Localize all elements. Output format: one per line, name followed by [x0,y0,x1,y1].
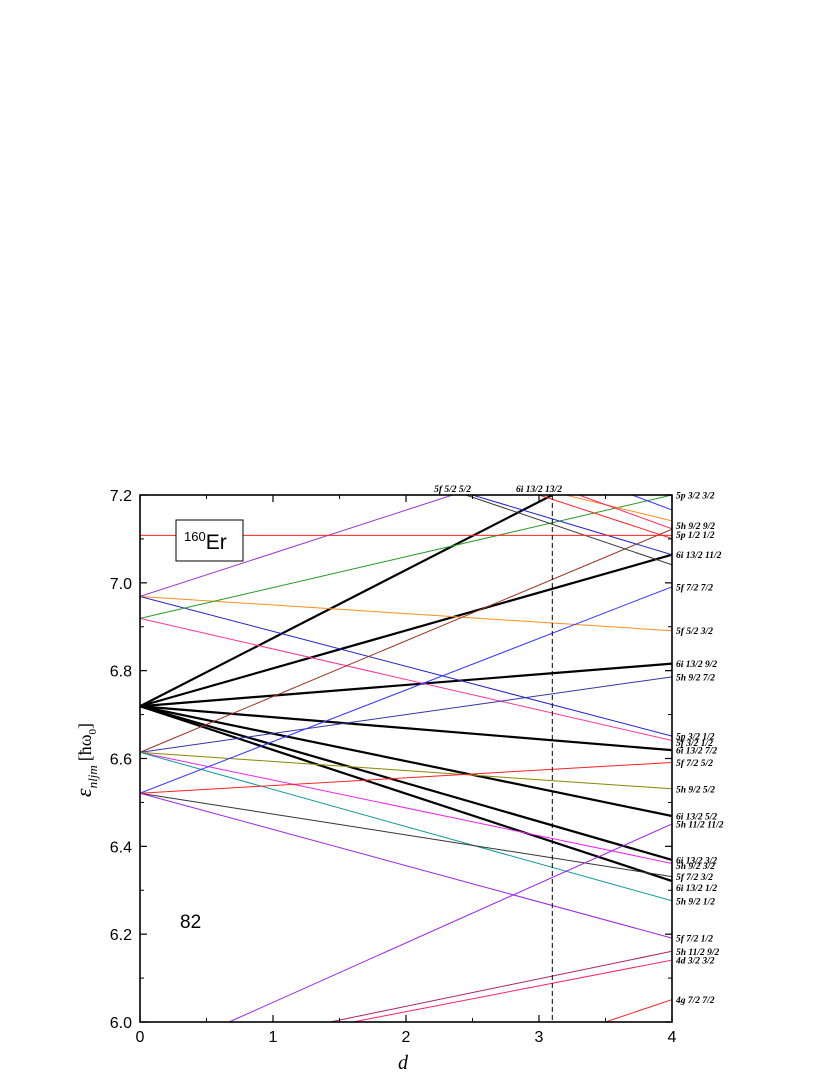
nucleus-legend-box: 160Er [175,519,244,562]
nucleus-mass-number: 160 [184,529,206,544]
level-label-right: 5f 5/2 3/2 [676,627,713,637]
level-line-13 [140,676,672,753]
level-line-15 [140,751,672,864]
nucleus-symbol: Er [206,531,227,554]
y-tick-label: 7.2 [110,488,132,505]
level-line-4 [140,705,672,818]
level-label-right: 5f 7/2 3/2 [676,873,713,883]
x-tick-label: 0 [136,1029,145,1046]
level-line-30 [631,495,672,511]
level-line-21 [228,823,672,1022]
level-line-28 [538,495,672,539]
level-label-top: 5f 5/2 5/2 [434,485,471,495]
level-line-18 [140,761,672,794]
level-line-7 [140,495,453,597]
y-tick-label: 6.4 [110,839,132,856]
right-level-labels: 5p 3/2 3/2 5h 9/2 9/25p 1/2 1/2 6i 13/2 11… [675,492,724,1007]
level-line-5 [140,705,672,862]
y-axis-unit-subscript: 0 [87,728,99,734]
magic-number-label: 82 [180,912,201,933]
x-tick-label: 1 [269,1029,278,1046]
y-tick-label: 6.8 [110,664,132,681]
top-level-labels: 5f 5/2 5/2 6i 13/2 13/2 [434,485,562,495]
level-line-12 [140,528,672,753]
y-tick-label: 6.6 [110,752,132,769]
level-label-right: 6i 13/2 11/2 [676,551,722,561]
level-line-6 [140,705,672,883]
level-line-11 [140,617,672,741]
x-tick-label: 2 [402,1029,411,1046]
level-line-27 [565,495,672,522]
level-line-22 [330,950,672,1022]
level-line-0 [140,495,553,708]
level-line-24 [605,999,672,1022]
level-label-right: 6i 13/2 9/2 [676,660,717,670]
y-axis-unit: [ħω [75,734,95,761]
level-line-3 [140,705,672,752]
level-label-right: 5f 7/2 5/2 [676,759,713,769]
x-axis-title: d [398,1052,409,1074]
level-line-1 [140,553,672,708]
level-label-right: 5f 7/2 7/2 [676,583,713,593]
level-label-right: 5p 3/2 1/2 [676,733,715,743]
level-line-25 [465,495,672,566]
level-label-right: 5h 11/2 9/2 [676,948,720,958]
level-label-right: 6i 13/2 1/2 [676,884,717,894]
level-label-right: 5h 9/2 7/2 [676,673,715,683]
y-axis-title: εnljm [ħω0] [71,723,100,797]
level-label-right: 6i 13/2 3/2 [676,856,717,866]
svg-text:160Er: 160Er [184,529,227,554]
energy-level-lines [140,495,672,1022]
level-label-right: 5f 3/2 1/2 [676,739,713,749]
level-label-right: 4d 3/2 3/2 [675,957,715,967]
level-line-29 [578,495,672,530]
level-line-17 [140,586,672,794]
level-line-8 [140,595,672,632]
level-label-right: 5h 11/2 11/2 [676,820,724,830]
level-label-right: 5h 9/2 1/2 [676,897,715,907]
y-tick-label: 6.2 [110,927,132,944]
level-label-right: 5p 3/2 3/2 [676,492,715,502]
svg-text:εnljm[ħω0]: εnljm [ħω0] [71,723,100,797]
level-line-26 [472,495,672,556]
y-axis-unit-close: ] [75,723,95,729]
y-tick-label: 6.0 [110,1015,132,1032]
level-line-10 [140,495,672,619]
level-line-23 [352,959,672,1022]
level-label-right: 6i 13/2 5/2 [676,813,717,823]
level-label-right: 5h 9/2 5/2 [676,785,715,795]
level-line-16 [140,751,672,902]
level-label-right: 5p 1/2 1/2 [676,531,715,541]
level-line-20 [140,792,672,939]
x-tick-label: 4 [668,1029,677,1046]
level-line-2 [140,662,672,708]
level-label-right: 6i 13/2 7/2 [676,747,717,757]
level-label-top: 6i 13/2 13/2 [516,485,562,495]
level-line-19 [140,792,672,878]
level-label-right: 5h 9/2 9/2 [676,522,715,532]
y-tick-label: 7.0 [110,576,132,593]
level-line-9 [140,595,672,737]
level-label-right: 5f 7/2 1/2 [676,935,713,945]
level-label-right: 4g 7/2 7/2 [675,996,715,1006]
y-axis-symbol: ε [71,788,96,797]
y-axis-subscript: nljm [85,765,100,788]
x-tick-label: 3 [535,1029,544,1046]
axis-ticks: 0 1 2 3 4 6.0 6.2 6.4 6.6 6.8 7.0 7.2 [110,488,677,1046]
level-label-right: 5h 9/2 3/2 [676,862,715,872]
